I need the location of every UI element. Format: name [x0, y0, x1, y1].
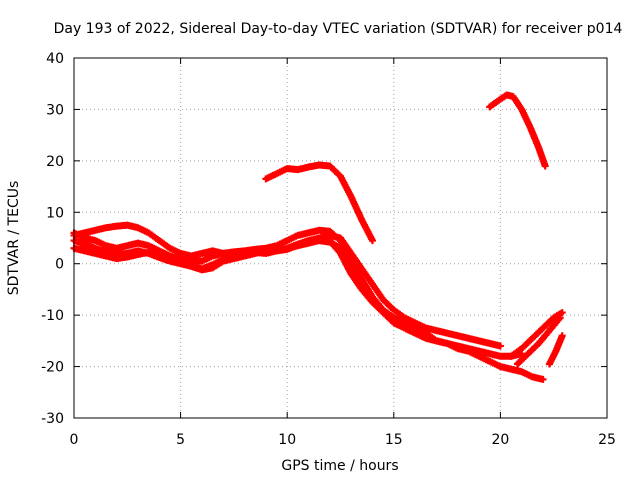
series-track-9	[513, 314, 564, 368]
data-point	[558, 309, 566, 317]
data-point	[496, 342, 504, 350]
data-point	[241, 252, 249, 260]
y-tick-label: 20	[46, 154, 64, 170]
series-track-7	[486, 91, 549, 170]
series-track-10	[545, 332, 566, 368]
y-tick-label: -30	[41, 411, 64, 427]
data-point	[539, 375, 547, 383]
series-track-3	[70, 237, 547, 383]
x-axis-label: GPS time / hours	[281, 458, 398, 474]
data-point	[541, 162, 549, 170]
chart-title: Day 193 of 2022, Sidereal Day-to-day VTE…	[54, 21, 623, 37]
series-track-4	[70, 221, 249, 260]
y-tick-label: 30	[46, 102, 64, 118]
series-track-5	[283, 231, 504, 350]
series-track-6	[262, 161, 376, 245]
x-tick-label: 0	[70, 432, 79, 448]
plot-frame	[73, 57, 608, 419]
x-tick-label: 5	[176, 432, 185, 448]
y-tick-label: 40	[46, 51, 64, 67]
data-point	[556, 314, 564, 322]
y-tick-label: -10	[41, 308, 64, 324]
data-series	[70, 91, 566, 383]
x-tick-label: 25	[598, 432, 616, 448]
y-tick-label: -20	[41, 360, 64, 376]
axis-ticks: 0 5 10 15 20 25 -30 -20 -10 0 10 20 30 40	[41, 51, 616, 448]
y-tick-label: 0	[55, 257, 64, 273]
x-tick-label: 15	[385, 432, 403, 448]
data-point	[368, 237, 376, 245]
series-track-8	[507, 309, 566, 360]
data-point	[558, 332, 566, 340]
y-tick-label: 10	[46, 205, 64, 221]
x-tick-label: 10	[278, 432, 296, 448]
x-tick-label: 20	[491, 432, 509, 448]
y-axis-label: SDTVAR / TECUs	[6, 181, 22, 296]
